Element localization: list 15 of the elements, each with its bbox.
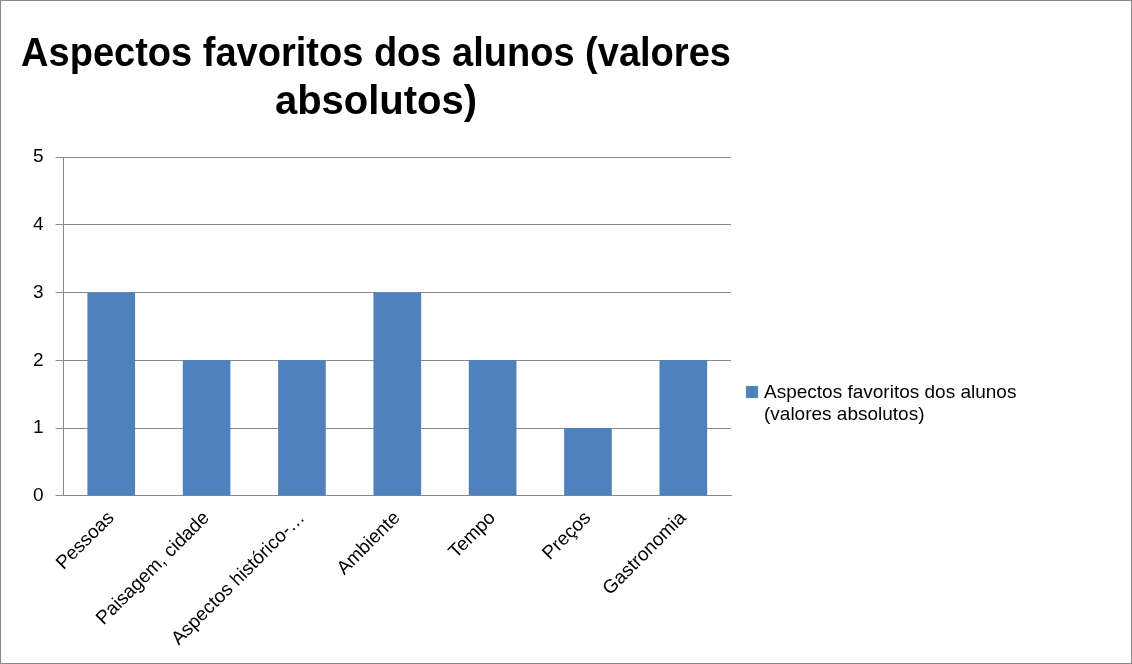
chart-title: Aspectos favoritos dos alunos (valores absolutos)	[21, 30, 731, 123]
y-tick-label: 1	[32, 416, 44, 438]
bar	[373, 292, 422, 496]
bar	[87, 292, 136, 496]
bar	[182, 360, 231, 496]
y-tick-label: 3	[32, 280, 44, 302]
bar	[468, 360, 517, 496]
bar	[659, 360, 708, 496]
legend-label: Aspectos favoritos dos alunos (valores absolutos)	[764, 381, 1018, 425]
y-tick-label: 0	[32, 484, 44, 506]
y-tick-label: 4	[32, 213, 44, 235]
bar	[278, 360, 326, 496]
bar	[564, 428, 612, 496]
y-tick-label: 2	[32, 348, 44, 370]
y-tick-label: 5	[32, 145, 44, 167]
